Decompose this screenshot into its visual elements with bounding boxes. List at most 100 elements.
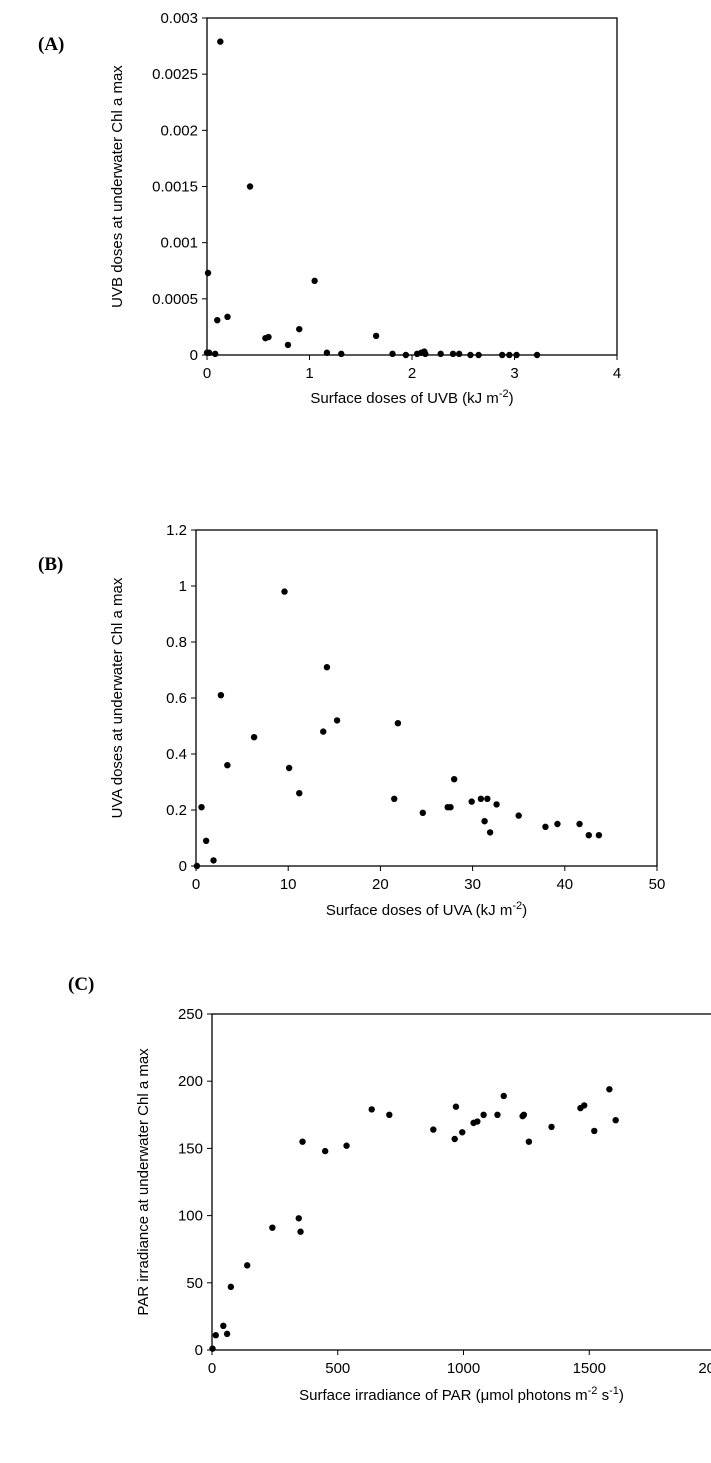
x-tick-label: 1500 (573, 1360, 606, 1377)
data-point (467, 351, 474, 359)
data-point (368, 1106, 375, 1113)
data-point (477, 795, 485, 802)
y-tick-label: 0.0015 (152, 179, 198, 196)
data-point (480, 1111, 487, 1119)
data-point (576, 820, 583, 828)
y-axis-label: UVA doses at underwater Chl a max (109, 577, 126, 818)
data-point (500, 1092, 507, 1100)
data-point (217, 692, 225, 699)
data-point (343, 1142, 350, 1149)
x-axis-label-superscript: -2 (499, 388, 509, 400)
x-axis-label-part: Surface doses of UVA (kJ m (326, 902, 512, 919)
data-point (227, 1283, 235, 1291)
data-point (296, 790, 303, 797)
plot-frame (211, 1013, 711, 1351)
data-point (193, 862, 201, 870)
data-point (333, 717, 341, 724)
y-tick-label: 200 (178, 1073, 203, 1090)
data-point (296, 325, 303, 333)
data-point (506, 351, 513, 359)
data-point (449, 350, 457, 358)
data-point (430, 1126, 437, 1133)
data-point (520, 1111, 528, 1119)
data-point (224, 313, 231, 321)
data-point (285, 764, 293, 772)
x-tick-label: 30 (464, 876, 481, 893)
data-point (202, 837, 210, 844)
x-axis-label: Surface irradiance of PAR (μmol photons … (299, 1385, 624, 1404)
data-point (210, 857, 217, 864)
y-tick-label: 0.8 (166, 634, 187, 651)
data-point (224, 762, 231, 769)
data-point (198, 804, 205, 811)
data-point (606, 1086, 613, 1093)
data-point (591, 1127, 598, 1135)
data-point (295, 1215, 302, 1222)
y-tick-label: 0.002 (160, 122, 198, 139)
x-tick-label: 2 (408, 365, 416, 382)
chart-panel-0: (A) 0 0.0005 0.001 0.0015 0.002 0.0025 0.003 0 1 2… (38, 10, 621, 407)
data-point (450, 776, 458, 783)
data-point (452, 1103, 460, 1110)
y-tick-label: 100 (178, 1208, 203, 1225)
x-axis-label-superscript: -2 (588, 1385, 598, 1397)
data-point (474, 1118, 481, 1125)
data-point (250, 734, 258, 741)
data-point (419, 809, 427, 816)
data-point (484, 795, 491, 802)
chart-panel-1: (B) 0 0.2 0.4 0.6 0.8 1 1.2 0 10 20 30 40 50 UVA doses… (38, 522, 665, 919)
x-axis-label-part: ) (509, 390, 514, 407)
y-tick-label: 0 (195, 1342, 203, 1359)
data-point (394, 720, 402, 727)
data-point (338, 350, 345, 358)
data-point (209, 1345, 216, 1352)
x-tick-label: 10 (280, 876, 297, 893)
panel-label: (B) (38, 554, 63, 575)
data-point (455, 350, 463, 358)
x-axis-label: Surface doses of UVB (kJ m-2) (310, 388, 513, 407)
x-tick-label: 0 (203, 365, 211, 382)
x-tick-label: 1000 (447, 1360, 480, 1377)
data-point (217, 38, 224, 45)
x-axis-label-part: Surface irradiance of PAR (μmol photons … (299, 1387, 588, 1404)
data-point (499, 351, 506, 359)
x-axis-label: Surface doses of UVA (kJ m-2) (326, 900, 527, 919)
data-point (548, 1123, 555, 1131)
data-point (212, 1332, 219, 1339)
x-tick-label: 500 (325, 1360, 350, 1377)
y-tick-label: 0 (179, 858, 187, 875)
data-point (320, 728, 327, 735)
x-tick-label: 3 (510, 365, 518, 382)
data-point (265, 333, 272, 341)
panel-label: (C) (68, 974, 94, 995)
plot-frame (206, 17, 618, 356)
y-axis-label: UVB doses at underwater Chl a max (109, 65, 126, 308)
y-tick-label: 0 (190, 347, 198, 364)
plot-frame (195, 529, 658, 867)
x-axis-label-part: ) (619, 1387, 624, 1404)
data-point (481, 818, 488, 825)
data-point (402, 351, 410, 359)
x-axis-label-part: s (597, 1387, 609, 1404)
data-point (513, 351, 520, 359)
x-tick-label: 1 (305, 365, 313, 382)
data-point (246, 183, 254, 190)
x-tick-label: 40 (556, 876, 573, 893)
data-point (220, 1322, 227, 1330)
y-tick-label: 150 (178, 1140, 203, 1157)
data-point (581, 1102, 588, 1109)
data-point (391, 795, 398, 802)
data-point (323, 664, 331, 671)
data-point (447, 804, 454, 811)
x-tick-label: 0 (208, 1360, 216, 1377)
data-point (386, 1111, 393, 1119)
data-point (554, 820, 561, 828)
data-point (515, 812, 522, 819)
data-point (223, 1330, 231, 1338)
data-point (214, 316, 221, 324)
data-point (475, 351, 482, 359)
y-tick-label: 0.0025 (152, 66, 198, 83)
x-axis-label-superscript: -2 (512, 900, 522, 912)
panel-label: (A) (38, 34, 64, 55)
x-axis-label-superscript: -1 (609, 1385, 619, 1397)
